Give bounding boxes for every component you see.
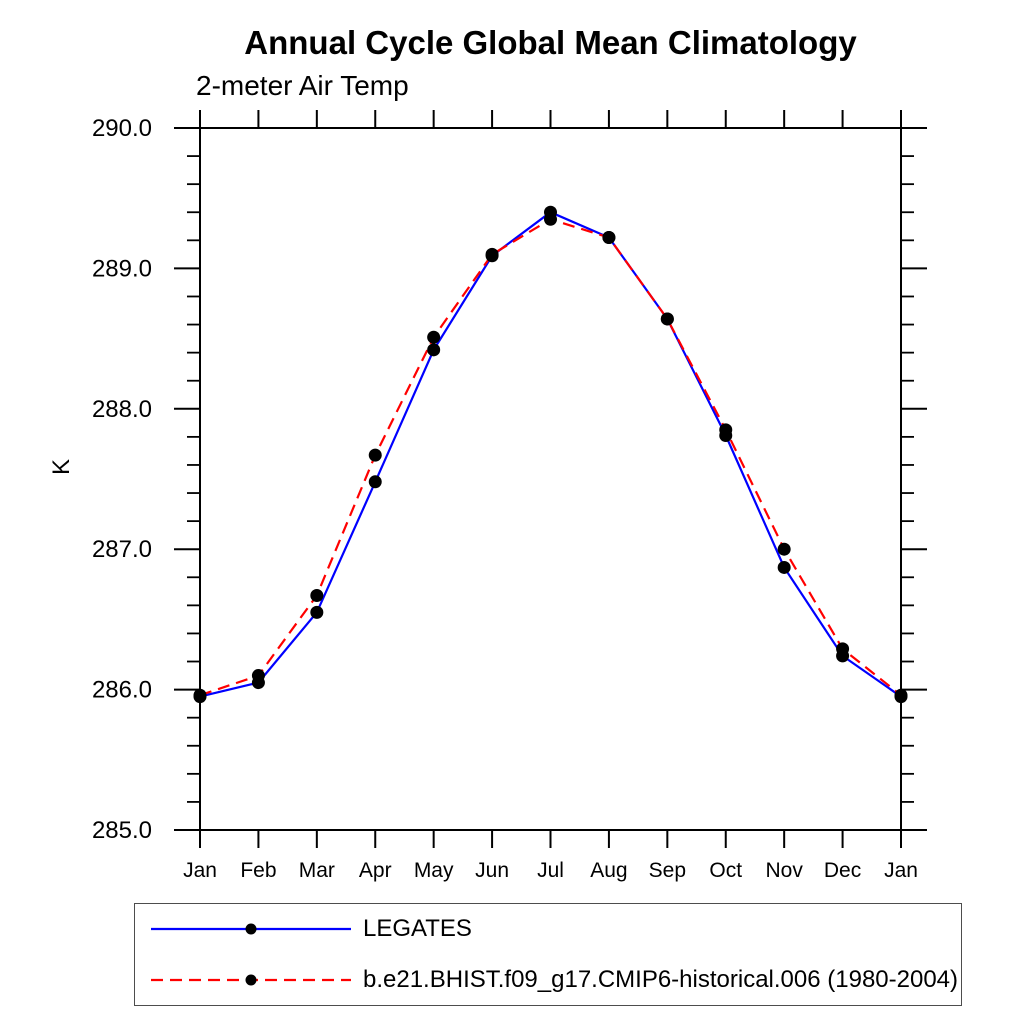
data-point-marker — [894, 688, 908, 702]
data-point-marker — [836, 642, 850, 656]
data-point-marker — [310, 605, 324, 619]
x-tick-label: Jan — [884, 859, 918, 882]
legend-line-sample-dashed — [145, 970, 357, 990]
data-point-marker — [193, 688, 207, 702]
plot-line-legates — [199, 210, 902, 698]
data-point-marker — [368, 475, 382, 489]
x-tick-label: Jun — [475, 859, 509, 882]
data-point-marker — [427, 343, 441, 357]
data-point-marker — [660, 312, 674, 326]
legend-marker-dot — [245, 923, 257, 935]
data-point-marker — [719, 423, 733, 437]
y-tick-label: 285.0 — [92, 817, 152, 844]
data-point-marker — [777, 560, 791, 574]
legend-label-model: b.e21.BHIST.f09_g17.CMIP6-historical.006… — [363, 965, 959, 993]
x-tick-label: Jul — [537, 859, 564, 882]
chart-subtitle: 2-meter Air Temp — [196, 70, 409, 101]
x-tick-label: Mar — [299, 859, 335, 882]
x-tick-label: Dec — [824, 859, 861, 882]
y-tick-label: 287.0 — [92, 536, 152, 563]
data-point-marker — [777, 542, 791, 556]
y-tick-label: 290.0 — [92, 115, 152, 142]
y-tick-label: 288.0 — [92, 396, 152, 423]
x-tick-label: Aug — [590, 859, 627, 882]
x-tick-label: Jan — [183, 859, 217, 882]
x-tick-label: May — [414, 859, 454, 882]
data-point-marker — [310, 589, 324, 603]
chart-title: Annual Cycle Global Mean Climatology — [244, 24, 857, 61]
data-point-marker — [544, 212, 557, 226]
data-point-marker — [427, 330, 441, 344]
legend-line-sample-solid — [145, 919, 357, 939]
y-tick-label: 289.0 — [92, 255, 152, 282]
data-point-marker — [368, 448, 382, 462]
x-tick-label: Sep — [649, 859, 686, 882]
legend-box: LEGATES b.e21.BHIST.f09_g17.CMIP6-histor… — [134, 903, 962, 1006]
legend-row-legates: LEGATES — [135, 904, 961, 955]
legend-sample-svg — [151, 923, 351, 935]
x-tick-label: Feb — [240, 859, 276, 882]
plot-line-model — [199, 218, 902, 697]
x-tick-label: Apr — [359, 859, 392, 882]
y-tick-label: 286.0 — [92, 677, 152, 704]
legend-row-model: b.e21.BHIST.f09_g17.CMIP6-historical.006… — [135, 955, 961, 1006]
data-point-marker — [251, 669, 265, 683]
data-point-marker — [602, 231, 616, 245]
data-point-marker — [485, 247, 499, 261]
legend-sample-svg — [151, 974, 351, 986]
legend-marker-dot — [245, 974, 257, 986]
plot-frame — [199, 127, 902, 831]
x-tick-label: Nov — [765, 859, 803, 882]
legend-label-legates: LEGATES — [363, 915, 472, 943]
x-tick-label: Oct — [709, 859, 742, 882]
